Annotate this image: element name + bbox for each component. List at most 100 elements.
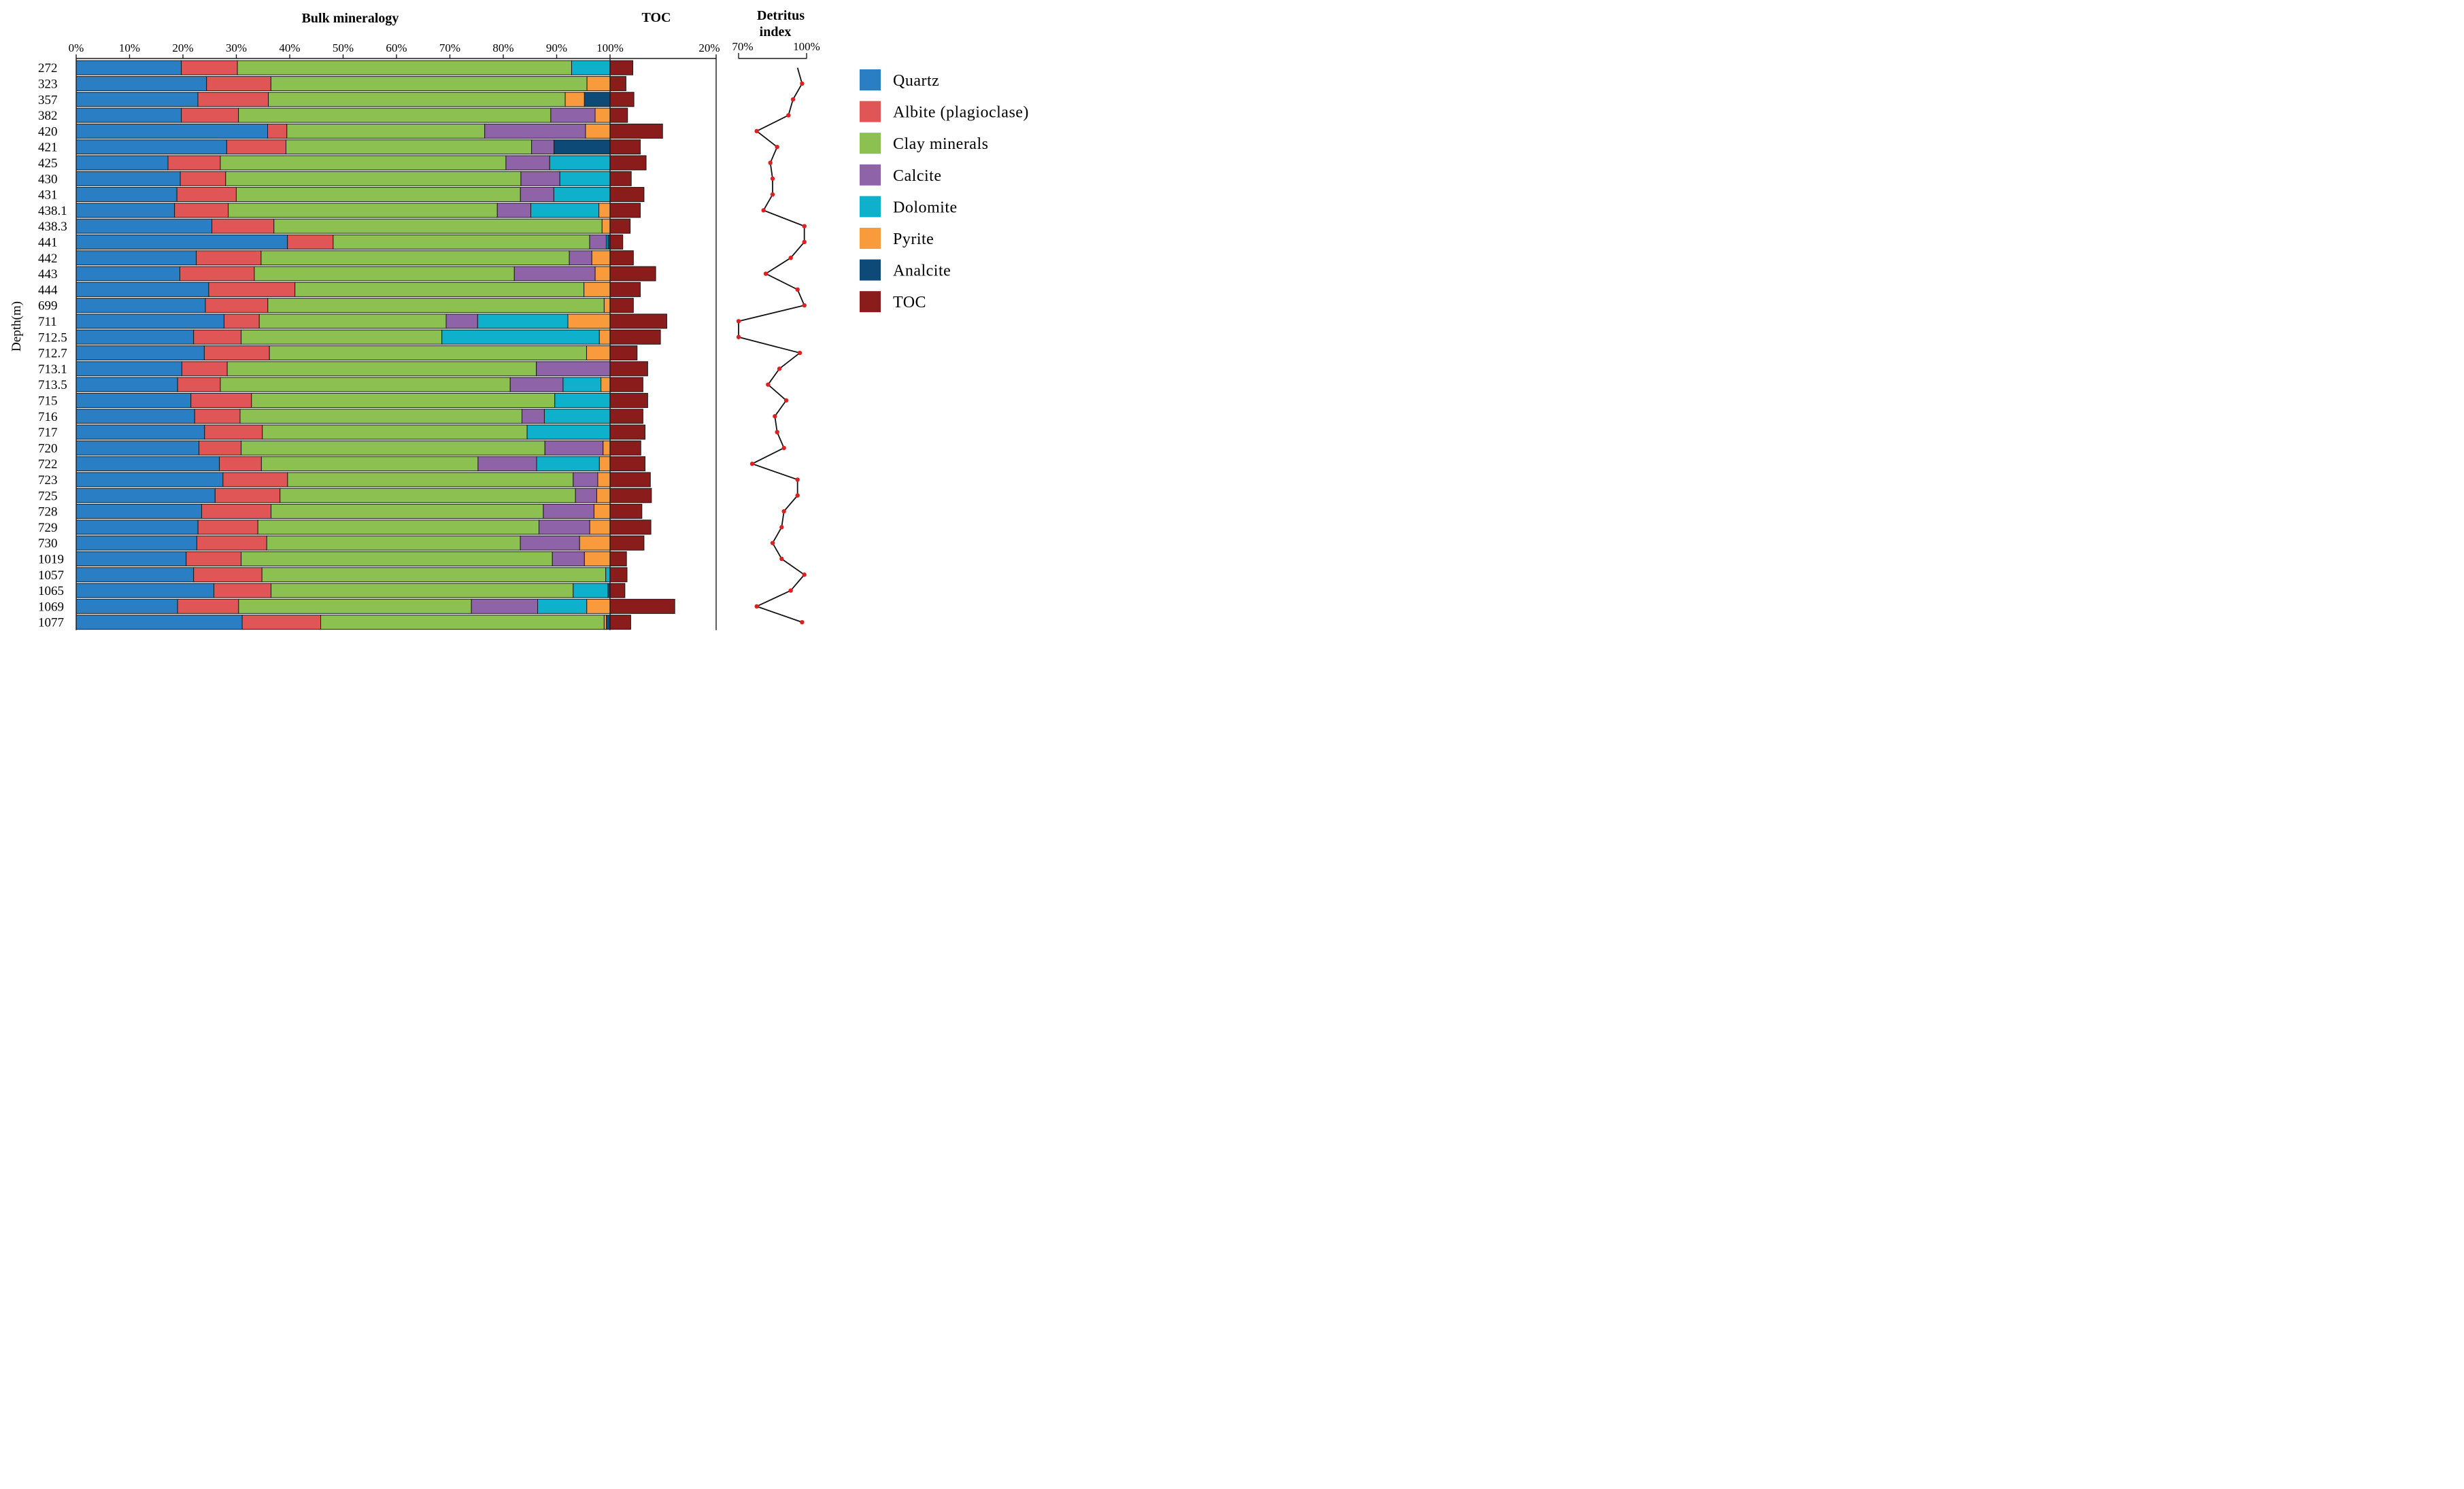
detritus-point	[761, 208, 766, 213]
depth-label: 717	[38, 426, 58, 440]
legend-swatch-quartz	[860, 69, 881, 90]
bar-clay-minerals	[241, 329, 443, 345]
mineral-tick-label: 0%	[69, 41, 84, 54]
bar-toc	[609, 218, 631, 234]
bar-quartz	[75, 377, 178, 392]
bar-albite-plagioclase	[214, 583, 272, 598]
mineral-tick-label: 10%	[119, 41, 140, 54]
bar-dolomite	[530, 203, 600, 218]
depth-label: 720	[38, 441, 58, 456]
bar-calcite	[544, 440, 604, 456]
bar-pyrite	[603, 440, 611, 456]
depth-label: 712.7	[38, 347, 67, 361]
detritus-point	[786, 113, 791, 118]
bar-toc	[609, 60, 634, 75]
depth-label: 1069	[38, 600, 64, 614]
legend-label-quartz: Quartz	[893, 72, 939, 90]
detritus-point	[736, 319, 741, 324]
bar-quartz	[75, 250, 197, 266]
bar-albite-plagioclase	[214, 487, 281, 503]
depth-label: 323	[38, 77, 58, 91]
depth-label: 715	[38, 394, 58, 408]
legend-label-pyrite: Pyrite	[893, 230, 934, 248]
bulk-mineralogy-title: Bulk mineralogy	[302, 11, 399, 26]
axes-group: 0% 10% 20% 30% 40% 50% 60% 70% 80% 90% 100% 20%	[69, 41, 720, 630]
bar-dolomite	[537, 598, 588, 614]
bar-albite-plagioclase	[267, 123, 288, 139]
legend-label-clay-minerals: Clay minerals	[893, 135, 988, 153]
bar-albite-plagioclase	[196, 535, 267, 551]
bar-dolomite	[605, 567, 611, 583]
bar-toc	[609, 377, 643, 392]
bar-quartz	[75, 519, 199, 535]
depth-label: 438.1	[38, 204, 67, 218]
detritus-point	[800, 619, 805, 625]
bar-quartz	[75, 345, 205, 361]
bar-quartz	[75, 440, 200, 456]
bar-clay-minerals	[241, 551, 553, 566]
bar-calcite	[536, 361, 611, 377]
legend-swatch-pyrite	[860, 228, 881, 249]
mineral-tick-label: 80%	[492, 41, 513, 54]
detritus-point	[783, 398, 789, 403]
bar-pyrite	[585, 123, 611, 139]
bar-albite-plagioclase	[199, 440, 242, 456]
bar-analcite	[554, 139, 611, 155]
bar-dolomite	[553, 187, 611, 203]
bar-dolomite	[549, 155, 611, 171]
bar-clay-minerals	[254, 266, 515, 281]
bar-calcite	[471, 598, 539, 614]
detritus-point	[802, 224, 807, 228]
depth-label: 442	[38, 252, 58, 266]
detritus-point	[788, 588, 793, 593]
bar-albite-plagioclase	[181, 361, 228, 377]
bar-calcite	[521, 409, 545, 424]
depth-label: 357	[38, 93, 58, 107]
bar-quartz	[75, 139, 227, 155]
bar-calcite	[543, 504, 594, 519]
bar-toc	[609, 392, 648, 408]
bar-calcite	[538, 519, 590, 535]
mineralogy-chart: Bulk mineralogy TOC Detritus index Depth…	[10, 8, 1028, 630]
detritus-point	[770, 176, 775, 181]
bar-clay-minerals	[268, 92, 566, 107]
bar-dolomite	[543, 409, 611, 424]
mineral-tick-label: 50%	[333, 41, 354, 54]
detritus-point	[790, 97, 796, 102]
bar-pyrite	[584, 551, 611, 566]
mineral-tick-label: 30%	[226, 41, 247, 54]
bar-quartz	[75, 60, 182, 75]
legend-label-toc: TOC	[893, 294, 926, 311]
detritus-point	[802, 572, 807, 577]
bar-toc	[609, 329, 661, 345]
depth-label: 711	[38, 315, 57, 329]
bar-albite-plagioclase	[193, 567, 263, 583]
bar-clay-minerals	[267, 298, 605, 313]
bar-calcite	[477, 456, 537, 472]
bar-quartz	[75, 313, 224, 329]
detritus-tick-label: 100%	[793, 40, 820, 53]
bar-toc	[609, 487, 652, 503]
depth-label: 722	[38, 458, 58, 472]
depth-label: 728	[38, 505, 58, 519]
bar-albite-plagioclase	[180, 171, 226, 186]
bar-dolomite	[573, 583, 609, 598]
detritus-point	[768, 160, 773, 165]
bar-clay-minerals	[238, 598, 472, 614]
bar-toc	[609, 203, 641, 218]
bar-toc	[609, 472, 651, 487]
bar-albite-plagioclase	[177, 377, 221, 392]
detritus-point	[775, 144, 779, 150]
detritus-point	[781, 445, 786, 451]
bar-pyrite	[594, 107, 611, 123]
bar-toc	[609, 123, 663, 139]
mineral-tick-label: 20%	[172, 41, 193, 54]
bar-albite-plagioclase	[223, 313, 260, 329]
legend-label-dolomite: Dolomite	[893, 199, 958, 216]
bar-toc	[609, 424, 645, 440]
bar-albite-plagioclase	[176, 187, 237, 203]
bar-calcite	[509, 377, 564, 392]
bar-calcite	[573, 472, 598, 487]
bar-albite-plagioclase	[167, 155, 221, 171]
